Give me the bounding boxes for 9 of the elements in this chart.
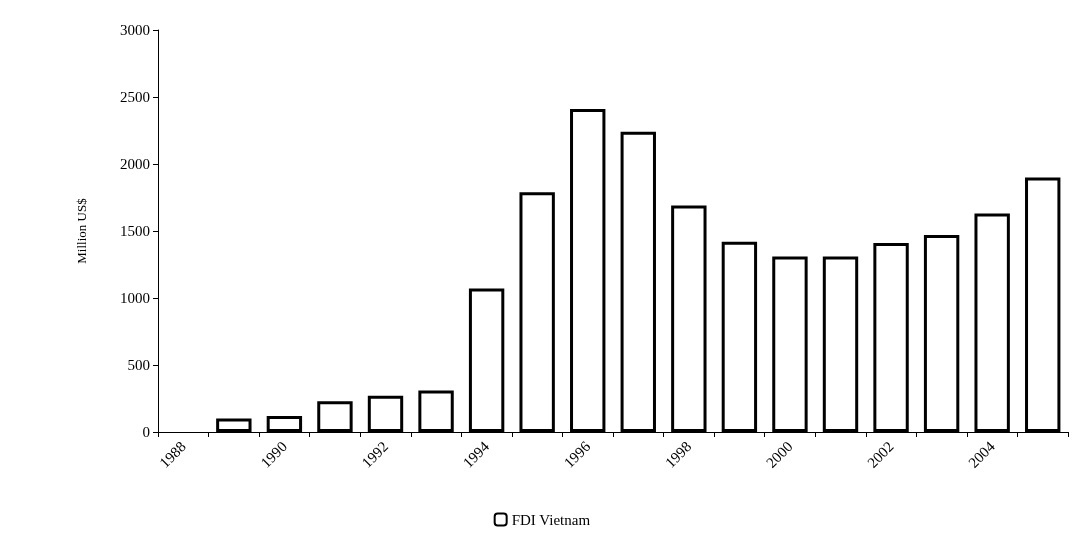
y-tick-label: 3000 <box>120 22 150 38</box>
y-tick-label: 0 <box>142 424 150 440</box>
y-tick-label: 1500 <box>120 223 150 239</box>
y-tick-label: 500 <box>127 357 150 373</box>
y-axis-title: Million US$ <box>74 197 89 264</box>
y-tick-label: 2000 <box>120 156 150 172</box>
legend-label: FDI Vietnam <box>511 511 591 528</box>
y-tick-label: 2500 <box>120 89 150 105</box>
y-tick-label: 1000 <box>120 290 150 306</box>
